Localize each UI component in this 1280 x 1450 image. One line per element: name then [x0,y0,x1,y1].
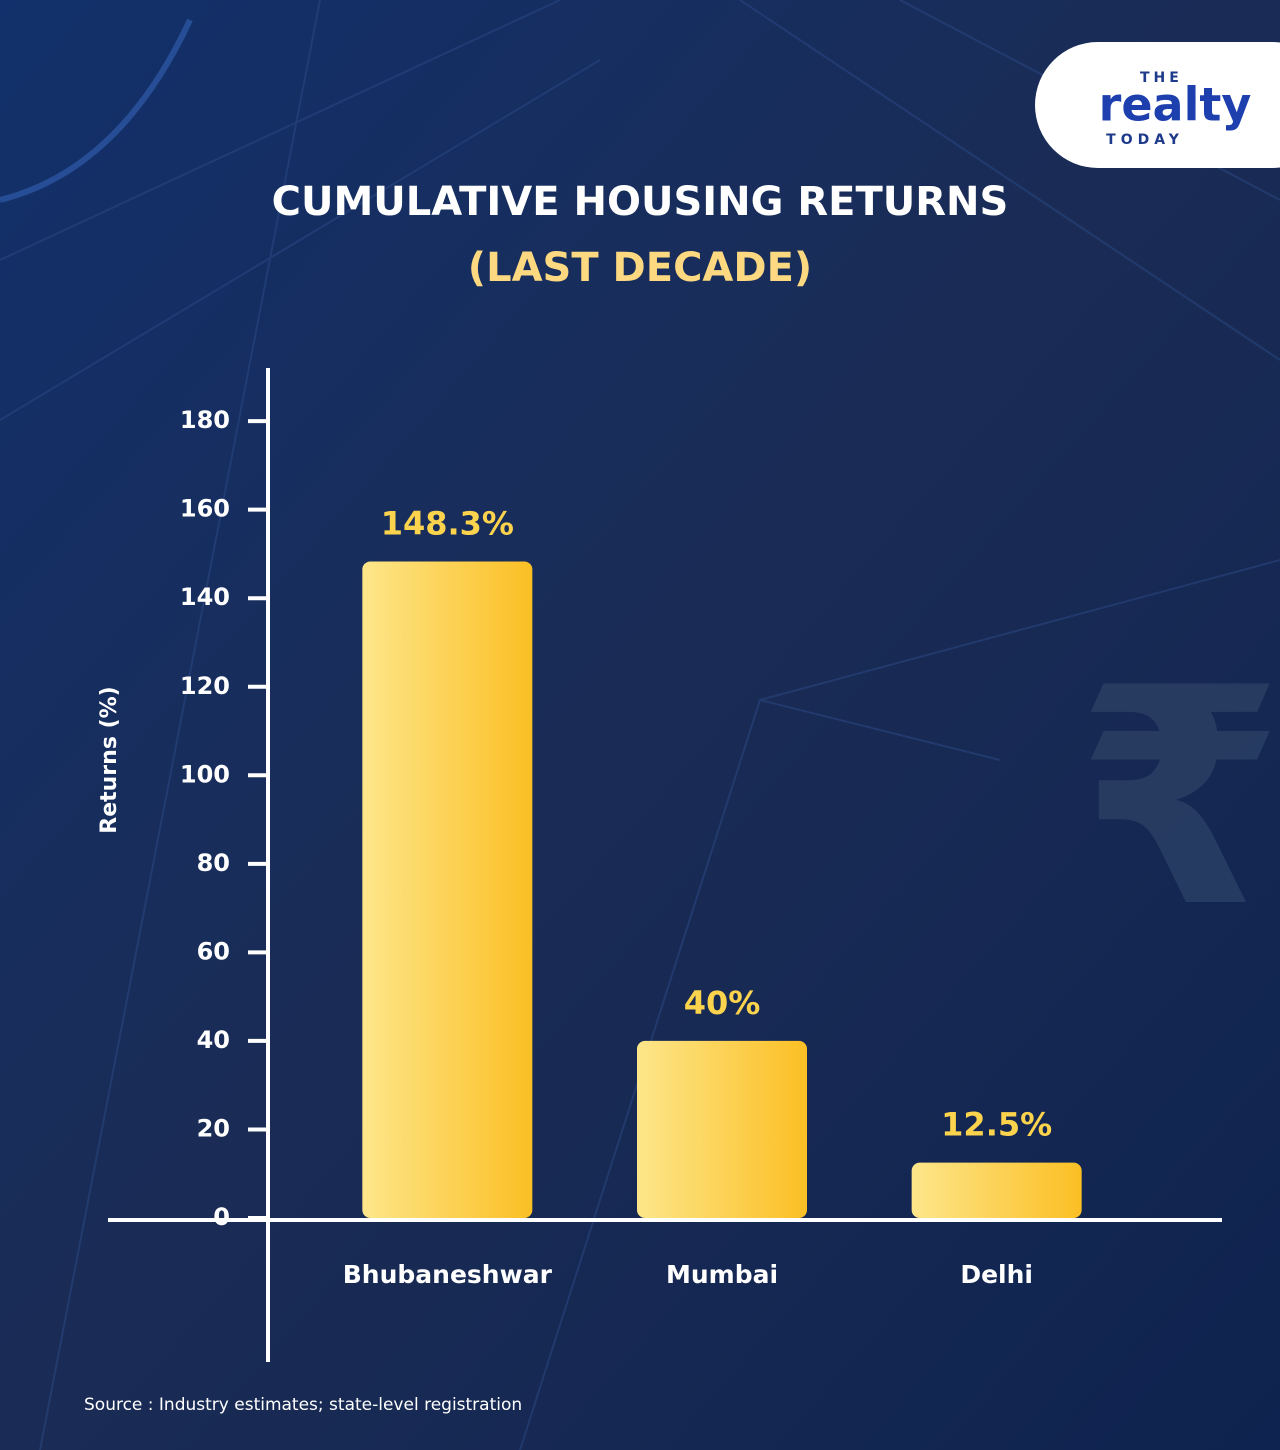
logo-main: realty [1099,78,1252,132]
x-tick-label: Bhubaneshwar [343,1260,553,1289]
bar [911,1162,1082,1218]
y-tick-label: 100 [180,760,230,788]
x-tick-label: Mumbai [666,1260,778,1289]
y-tick-label: 60 [197,937,230,965]
y-tick-label: 120 [180,672,230,700]
y-tick-label: 20 [197,1114,230,1142]
y-tick-label: 180 [180,406,230,434]
value-label: 148.3% [381,504,514,542]
y-tick-label: 40 [197,1026,230,1054]
bar [637,1040,807,1218]
logo-top: THE [1140,70,1183,86]
y-tick-label: 0 [213,1203,230,1231]
logo-bottom: TODAY [1106,132,1184,148]
y-tick-label: 160 [180,495,230,523]
y-tick-label: 80 [197,849,230,877]
logo-bg [1035,42,1280,168]
y-tick-label: 140 [180,583,230,611]
y-axis-label: Returns (%) [97,686,122,833]
chart-subtitle: (LAST DECADE) [468,245,812,291]
value-label: 40% [684,984,761,1022]
value-label: 12.5% [941,1106,1052,1144]
source-note: Source : Industry estimates; state-level… [84,1395,522,1415]
bar [362,561,533,1218]
x-tick-label: Delhi [960,1260,1033,1289]
decor-symbol: ₹ [1076,624,1280,973]
chart-title: CUMULATIVE HOUSING RETURNS [272,179,1009,225]
